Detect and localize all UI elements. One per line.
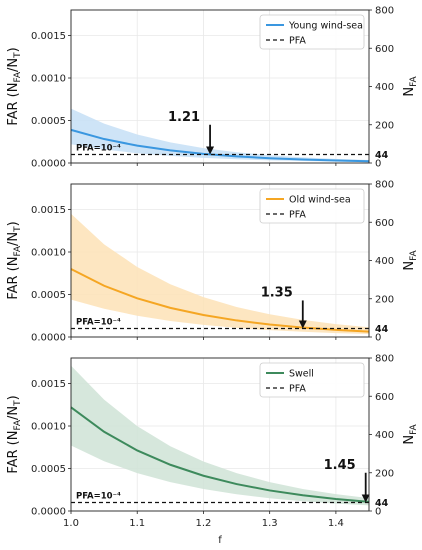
y-right-tick-label: 0: [375, 159, 381, 170]
y-right-tick-label: 800: [375, 6, 394, 17]
y-right-axis-label-main: N: [402, 87, 417, 97]
legend-label-pfa: PFA: [289, 384, 306, 395]
x-axis-label: f: [218, 535, 222, 546]
legend: Swell PFA: [259, 362, 365, 398]
legend-box: [259, 362, 365, 398]
legend-label-series: Swell: [289, 369, 314, 380]
annotation-arrow-head: [206, 146, 215, 155]
pfa-label: PFA=10⁻⁴: [76, 144, 121, 154]
chart-panel-2: PFA=10⁻⁴ 1.35 0.0000 0.0005 0.0010 0.0015 0 200…: [6, 180, 419, 344]
y-right-axis-label-main: N: [402, 261, 417, 271]
y-axis-label-part: T: [13, 226, 23, 233]
x-tick-label: 1.2: [195, 518, 211, 529]
y-axis-label-part: FA: [13, 245, 23, 256]
y-right-axis-label: NFA: [402, 76, 419, 97]
series-line: [70, 128, 370, 163]
legend-label-series: Old wind-sea: [289, 195, 351, 206]
y-axis-label-part: FA: [13, 419, 23, 430]
y-axis-label-part: ): [6, 47, 21, 52]
annotation-label: 1.21: [168, 110, 200, 125]
annotation-label: 1.35: [261, 285, 293, 300]
pfa-count-label: 44: [375, 324, 389, 335]
y-tick-label: 0.0010: [31, 248, 66, 259]
annotation-label: 1.45: [324, 458, 356, 473]
y-right-tick-label: 0: [375, 333, 381, 344]
pfa-label: PFA=10⁻⁴: [76, 492, 121, 502]
y-axis-label-part: ): [6, 221, 21, 226]
legend-label-series: Young wind-sea: [288, 21, 363, 32]
y-axis-label-part: FA: [13, 71, 23, 82]
y-tick-label: 0.0005: [31, 116, 66, 127]
y-axis-label-part: FAR (N: [6, 431, 21, 474]
legend-label-pfa: PFA: [289, 36, 306, 47]
y-axis-label-part: /N: [6, 58, 21, 72]
x-tick-label: 1.4: [328, 518, 344, 529]
pfa-label: PFA=10⁻⁴: [76, 318, 121, 328]
y-right-tick-label: 400: [375, 430, 394, 441]
y-tick-label: 0.0015: [31, 379, 66, 390]
y-axis-label-part: FAR (N: [6, 257, 21, 300]
y-axis-label: FAR (NFA/NT): [6, 47, 23, 125]
y-right-tick-label: 400: [375, 256, 394, 267]
y-right-tick-label: 200: [375, 294, 394, 305]
legend: Old wind-sea PFA: [259, 188, 365, 224]
pfa-count-label: 44: [375, 498, 389, 509]
y-right-axis-label-sub: FA: [409, 250, 419, 261]
x-tick-label: 1.3: [262, 518, 278, 529]
series-line: [70, 406, 370, 503]
y-right-axis-label-main: N: [402, 435, 417, 445]
y-right-tick-label: 800: [375, 354, 394, 365]
y-right-tick-label: 600: [375, 44, 394, 55]
legend: Young wind-sea PFA: [259, 14, 365, 50]
y-right-tick-label: 0: [375, 507, 381, 518]
y-tick-label: 0.0015: [31, 205, 66, 216]
y-axis-label-part: /N: [6, 232, 21, 246]
x-tick-label: 1.0: [63, 518, 79, 529]
y-tick-label: 0.0000: [31, 159, 66, 170]
y-tick-label: 0.0000: [31, 507, 66, 518]
y-axis-label-part: T: [13, 400, 23, 407]
y-right-axis-label-sub: FA: [409, 424, 419, 435]
confidence-band: [71, 213, 369, 335]
y-axis-label-part: T: [13, 52, 23, 59]
x-tick-label: 1.1: [129, 518, 145, 529]
y-axis-label-part: /N: [6, 406, 21, 420]
legend-box: [259, 188, 365, 224]
y-right-axis-label-sub: FA: [409, 76, 419, 87]
chart-panel-3: PFA=10⁻⁴ 1.45 0.0000 0.0005 0.0010 0.0015 0 200…: [6, 354, 419, 518]
annotation-arrow-head: [298, 320, 307, 329]
y-right-axis-label: NFA: [402, 424, 419, 445]
y-tick-label: 0.0000: [31, 333, 66, 344]
confidence-band: [71, 365, 369, 506]
y-right-tick-label: 600: [375, 392, 394, 403]
legend-box: [259, 14, 365, 50]
y-axis-label: FAR (NFA/NT): [6, 395, 23, 473]
y-axis-label: FAR (NFA/NT): [6, 221, 23, 299]
y-right-tick-label: 400: [375, 82, 394, 93]
annotation-arrow-head: [361, 494, 370, 503]
y-right-tick-label: 200: [375, 120, 394, 131]
legend-label-pfa: PFA: [289, 210, 306, 221]
y-tick-label: 0.0010: [31, 422, 66, 433]
pfa-count-label: 44: [375, 150, 389, 161]
y-right-tick-label: 600: [375, 218, 394, 229]
y-tick-label: 0.0015: [31, 31, 66, 42]
y-axis-label-part: FAR (N: [6, 83, 21, 126]
y-tick-label: 0.0005: [31, 464, 66, 475]
chart-panel-1: PFA=10⁻⁴ 1.21 0.0000 0.0005 0.0010 0.0015 0 200…: [6, 6, 419, 170]
y-tick-label: 0.0005: [31, 290, 66, 301]
confidence-band: [71, 108, 369, 162]
y-axis-label-part: ): [6, 395, 21, 400]
y-right-tick-label: 800: [375, 180, 394, 191]
y-tick-label: 0.0010: [31, 74, 66, 85]
y-right-axis-label: NFA: [402, 250, 419, 271]
y-right-tick-label: 200: [375, 468, 394, 479]
